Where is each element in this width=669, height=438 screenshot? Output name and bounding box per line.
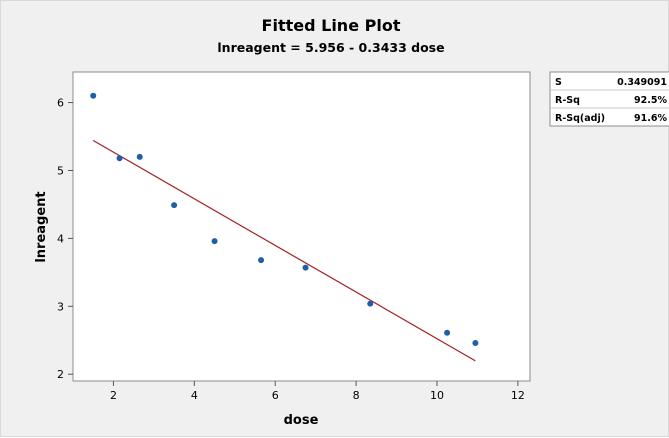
x-tick-label: 4 — [191, 389, 198, 402]
data-points — [90, 92, 479, 346]
x-tick-label: 6 — [272, 389, 279, 402]
chart-title: Fitted Line Plot — [262, 16, 401, 35]
data-point — [302, 264, 309, 271]
data-point — [472, 339, 479, 346]
x-axis-ticks: 2 4 6 8 10 12 — [110, 381, 525, 402]
data-point — [116, 155, 123, 162]
stats-label-s: S — [555, 77, 562, 88]
x-tick-label: 12 — [511, 389, 525, 402]
x-tick-label: 8 — [353, 389, 360, 402]
y-axis-title: lnreagent — [34, 191, 49, 262]
data-point — [258, 257, 265, 264]
stats-value-rsq-adj: 91.6% — [634, 113, 667, 124]
data-point — [444, 329, 451, 336]
stats-value-rsq: 92.5% — [634, 95, 667, 106]
y-tick-label: 2 — [57, 368, 64, 381]
data-point — [136, 153, 143, 160]
stats-label-rsq: R-Sq — [555, 95, 580, 106]
data-point — [367, 300, 374, 307]
stats-label-rsq-adj: R-Sq(adj) — [555, 113, 605, 124]
stats-value-s: 0.349091 — [617, 77, 667, 88]
chart-subtitle: lnreagent = 5.956 - 0.3433 dose — [217, 40, 444, 55]
y-tick-label: 5 — [57, 164, 64, 177]
y-axis-ticks: 2 3 4 5 6 — [57, 97, 73, 381]
y-tick-label: 4 — [57, 232, 64, 245]
data-point — [211, 238, 218, 245]
y-tick-label: 3 — [57, 300, 64, 313]
x-axis-title: dose — [284, 413, 319, 428]
plot-area — [72, 71, 531, 382]
stats-box: S 0.349091 R-Sq 92.5% R-Sq(adj) 91.6% — [549, 71, 669, 127]
fitted-regression-line — [92, 140, 476, 362]
data-point — [171, 202, 178, 209]
x-tick-label: 10 — [430, 389, 444, 402]
data-point — [90, 92, 97, 99]
x-tick-label: 2 — [110, 389, 117, 402]
y-tick-label: 6 — [57, 97, 64, 110]
stats-box-border — [549, 71, 669, 127]
